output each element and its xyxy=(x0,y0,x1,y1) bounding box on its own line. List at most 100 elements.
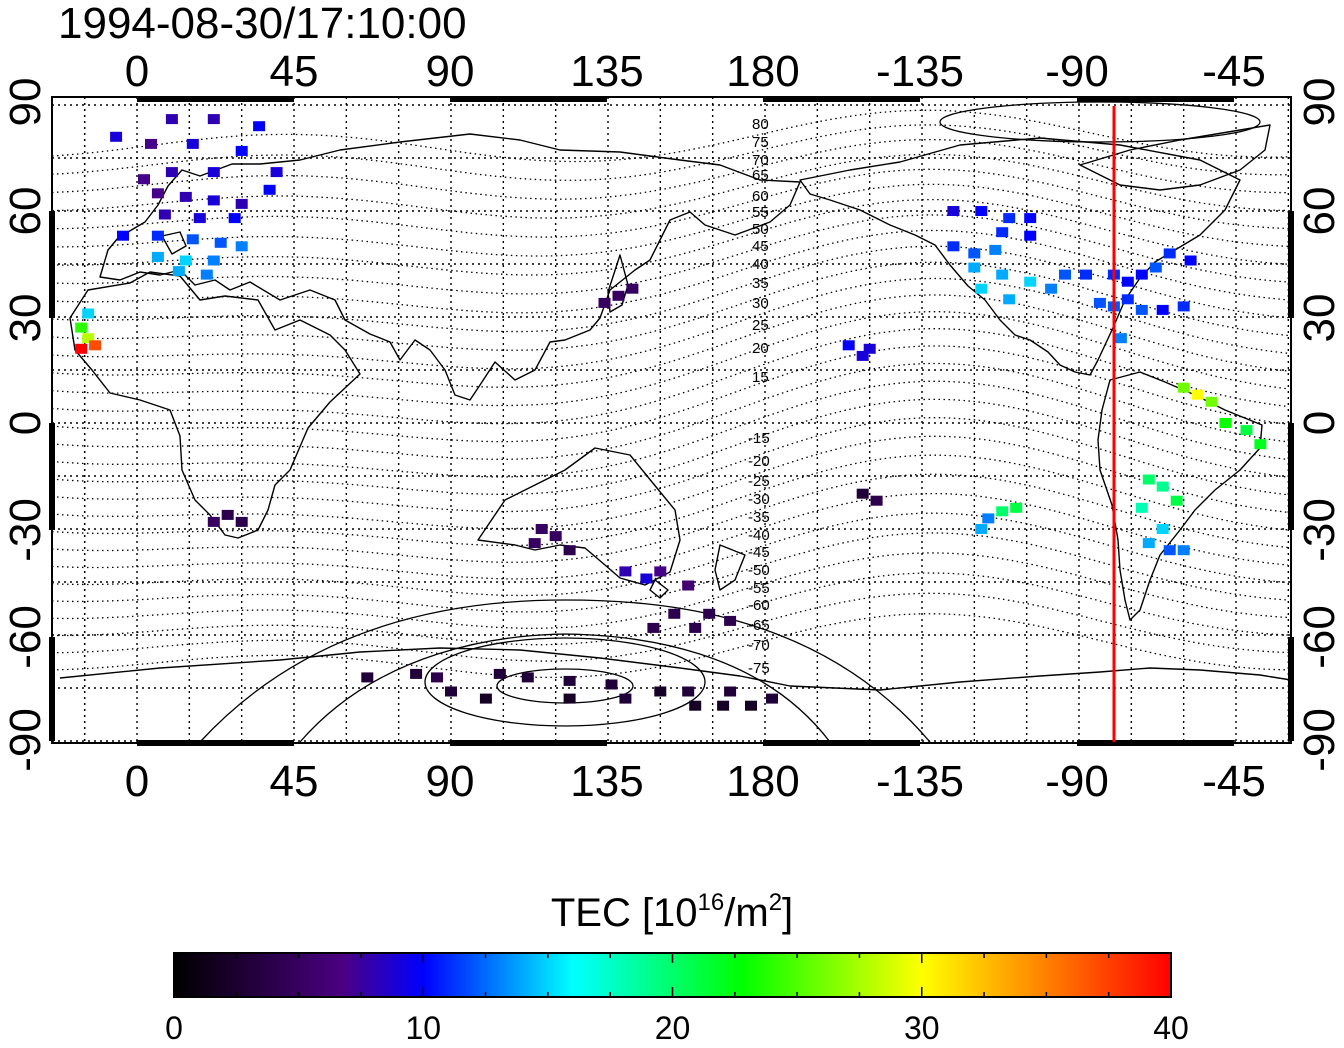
tec-patch xyxy=(996,506,1009,517)
contour-label: -75 xyxy=(748,660,770,677)
tec-patch xyxy=(745,700,757,711)
tec-patch xyxy=(172,266,185,277)
colorbar-tick-label: 40 xyxy=(1153,1010,1189,1046)
tec-patch xyxy=(1177,545,1190,556)
magnetic-contour-lines xyxy=(52,109,1289,679)
contour-label: 80 xyxy=(752,116,769,133)
latitude-label: 0 xyxy=(1295,411,1344,435)
longitude-label: -135 xyxy=(876,757,964,806)
tec-patch xyxy=(975,206,988,216)
tec-patch xyxy=(1135,304,1148,315)
contour-label: -50 xyxy=(748,562,770,579)
tec-patch xyxy=(89,340,102,351)
tec-patch xyxy=(619,693,632,704)
contour-label: 35 xyxy=(752,275,769,292)
longitude-label: 180 xyxy=(726,47,799,96)
tec-patch xyxy=(1177,301,1190,312)
contour-label: -15 xyxy=(748,430,770,447)
contour-label: 40 xyxy=(752,256,769,273)
tec-patch xyxy=(1163,248,1176,259)
tec-patch xyxy=(682,686,695,697)
tec-patch xyxy=(654,686,667,697)
longitude-label: 90 xyxy=(426,757,475,806)
tec-patch xyxy=(235,516,248,527)
tec-patch xyxy=(179,255,192,266)
tec-patch xyxy=(493,668,506,679)
longitude-label: 0 xyxy=(125,757,149,806)
tec-patch xyxy=(549,531,562,542)
tec-patch xyxy=(612,290,625,301)
longitude-label: 135 xyxy=(570,757,643,806)
graticule-grid xyxy=(52,97,1291,743)
tec-patch xyxy=(947,241,960,252)
tec-patch xyxy=(235,241,248,252)
contour-label: -30 xyxy=(748,491,770,508)
tec-patch xyxy=(82,308,95,319)
tec-patch xyxy=(1045,283,1058,294)
tec-patch xyxy=(270,167,283,178)
contour-label: 50 xyxy=(752,221,769,238)
longitude-label: -135 xyxy=(876,47,964,96)
latitude-labels-left: 90 60 30 0 -30 -60 -90 xyxy=(1,78,50,772)
tec-patch xyxy=(151,251,164,262)
colorbar-tick-label: 10 xyxy=(405,1010,442,1046)
timestamp-title: 1994-08-30/17:10:00 xyxy=(58,0,467,48)
tec-patch xyxy=(1135,269,1148,280)
contour-label: -45 xyxy=(748,544,770,561)
tec-patch xyxy=(165,167,178,178)
tec-patch xyxy=(982,513,995,524)
tec-patch xyxy=(1205,396,1218,407)
tec-patch xyxy=(535,524,548,534)
latitude-labels-right: 90 60 30 0 -30 -60 -90 xyxy=(1295,78,1344,772)
tec-patch xyxy=(75,322,88,333)
longitude-label: 0 xyxy=(125,47,149,96)
tec-patch xyxy=(1240,425,1253,436)
tec-patch xyxy=(145,138,157,149)
tec-patch xyxy=(605,679,618,690)
tec-patch xyxy=(1149,262,1162,273)
tec-patch xyxy=(200,269,213,280)
latitude-label: -90 xyxy=(1,708,50,772)
tec-patch xyxy=(1170,495,1183,506)
longitude-label: -45 xyxy=(1202,757,1266,806)
tec-patch xyxy=(563,675,576,686)
tec-patch xyxy=(619,566,632,577)
tec-patch xyxy=(1024,213,1037,224)
contour-label: 30 xyxy=(752,295,769,312)
colorbar-tick-label: 20 xyxy=(654,1010,691,1046)
tec-patch xyxy=(151,230,164,241)
tec-patch xyxy=(186,234,199,245)
latitude-label: 90 xyxy=(1,78,50,127)
latitude-label: 30 xyxy=(1295,294,1344,343)
tec-patch xyxy=(1177,382,1190,393)
tec-patch xyxy=(207,114,220,125)
contour-label: -25 xyxy=(748,473,770,490)
tec-patch xyxy=(221,509,234,520)
latitude-label: -90 xyxy=(1295,708,1344,772)
tec-patch xyxy=(1156,524,1169,534)
tec-patch xyxy=(193,213,206,224)
colorbar-tick-label: 0 xyxy=(165,1010,183,1046)
tec-patch xyxy=(598,297,611,308)
tec-patch xyxy=(968,248,981,259)
longitude-label: 90 xyxy=(426,47,475,96)
contour-label: 70 xyxy=(752,152,769,169)
tec-patch xyxy=(1135,502,1148,513)
tec-patch xyxy=(361,672,374,683)
contour-label: 60 xyxy=(752,188,769,205)
tec-patch xyxy=(521,672,534,683)
tec-patch xyxy=(235,145,248,156)
longitude-label: 135 xyxy=(570,47,643,96)
tec-patch xyxy=(640,573,653,584)
tec-patch xyxy=(151,188,164,199)
tec-patch xyxy=(654,566,667,577)
tec-observation-patches xyxy=(75,114,1267,711)
longitude-label: -45 xyxy=(1202,47,1266,96)
contour-label: -20 xyxy=(748,453,770,470)
longitude-labels-bottom: 0 45 90 135 180 -135 -90 -45 xyxy=(125,757,1266,806)
tec-patch xyxy=(479,693,492,704)
polar-contour-rings xyxy=(199,101,1261,743)
contour-label: -35 xyxy=(748,509,770,526)
contour-label: 65 xyxy=(752,167,769,184)
